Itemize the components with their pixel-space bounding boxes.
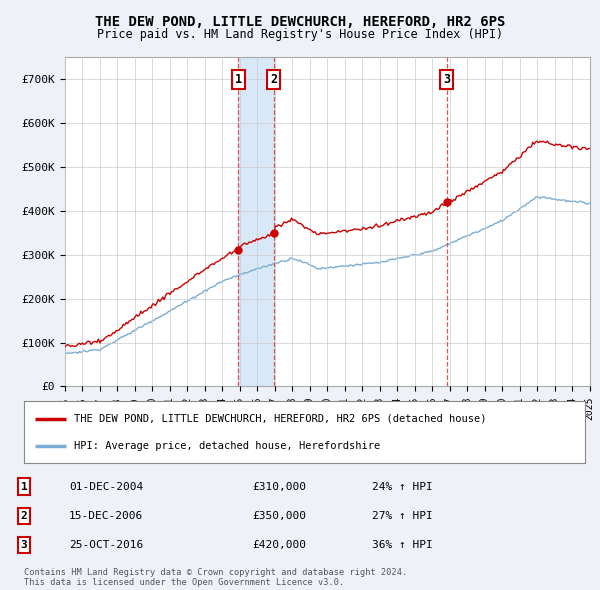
Text: 25-OCT-2016: 25-OCT-2016 xyxy=(69,540,143,550)
Text: £420,000: £420,000 xyxy=(252,540,306,550)
Text: THE DEW POND, LITTLE DEWCHURCH, HEREFORD, HR2 6PS (detached house): THE DEW POND, LITTLE DEWCHURCH, HEREFORD… xyxy=(74,414,487,424)
Text: 27% ↑ HPI: 27% ↑ HPI xyxy=(372,511,433,521)
Text: 2: 2 xyxy=(20,511,28,521)
Text: 3: 3 xyxy=(20,540,28,550)
Text: 24% ↑ HPI: 24% ↑ HPI xyxy=(372,481,433,491)
Text: 01-DEC-2004: 01-DEC-2004 xyxy=(69,481,143,491)
Text: 2: 2 xyxy=(271,73,277,86)
Text: 15-DEC-2006: 15-DEC-2006 xyxy=(69,511,143,521)
Text: THE DEW POND, LITTLE DEWCHURCH, HEREFORD, HR2 6PS: THE DEW POND, LITTLE DEWCHURCH, HEREFORD… xyxy=(95,15,505,29)
Text: Contains HM Land Registry data © Crown copyright and database right 2024.
This d: Contains HM Land Registry data © Crown c… xyxy=(24,568,407,587)
Text: HPI: Average price, detached house, Herefordshire: HPI: Average price, detached house, Here… xyxy=(74,441,381,451)
Bar xyxy=(238,57,274,386)
Text: £310,000: £310,000 xyxy=(252,481,306,491)
Text: 1: 1 xyxy=(235,73,242,86)
Text: 36% ↑ HPI: 36% ↑ HPI xyxy=(372,540,433,550)
Text: £350,000: £350,000 xyxy=(252,511,306,521)
Text: 3: 3 xyxy=(443,73,450,86)
Text: 1: 1 xyxy=(20,481,28,491)
Text: Price paid vs. HM Land Registry's House Price Index (HPI): Price paid vs. HM Land Registry's House … xyxy=(97,28,503,41)
